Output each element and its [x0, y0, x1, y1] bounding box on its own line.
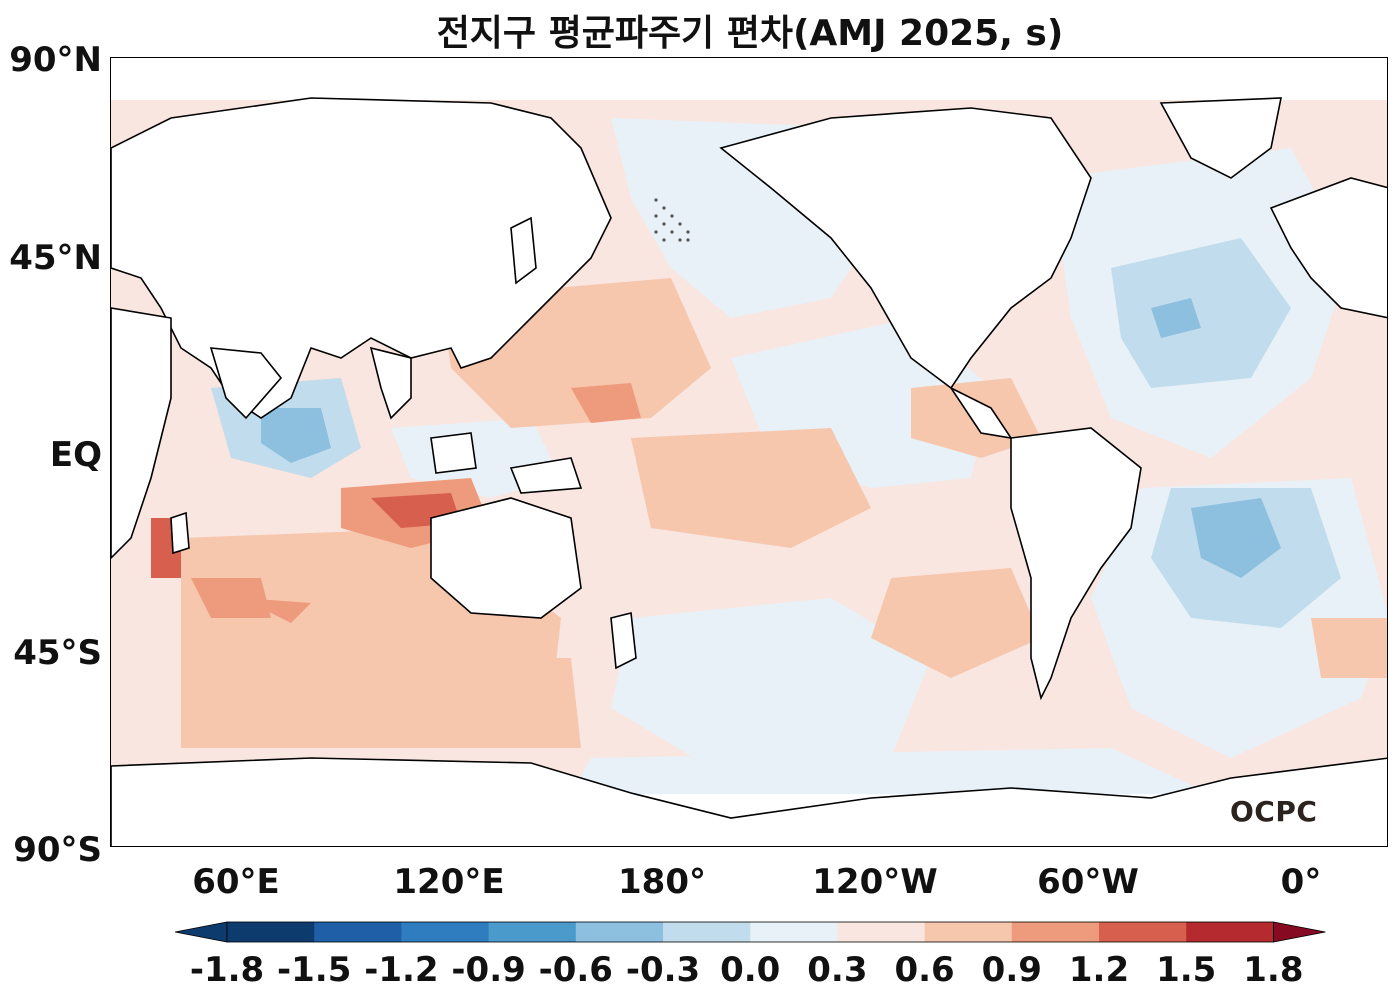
land-japan	[510, 216, 537, 285]
anomaly-atlantic-south-high	[1191, 498, 1281, 578]
wave-period-anomaly-map	[111, 58, 1387, 846]
ocpc-logo: OCPC	[1230, 795, 1318, 828]
colorbar-bin	[924, 922, 1013, 942]
land-eurasia	[111, 97, 612, 419]
lat-label-45s: 45°S	[13, 633, 102, 673]
anomaly-indian-south-high-2	[241, 598, 311, 623]
land-north-america	[719, 107, 1092, 390]
lat-label-eq: EQ	[49, 435, 102, 475]
land-antarctica	[111, 757, 1387, 846]
anomaly-southern-neg	[571, 748, 1211, 794]
lat-label-90s: 90°S	[13, 830, 102, 870]
colorbar-bin	[1011, 922, 1100, 942]
land-australia	[430, 497, 582, 619]
land-greenland	[1159, 97, 1282, 179]
colorbar-tick-label: 0.6	[894, 950, 955, 990]
lon-label-60e: 60°E	[192, 862, 280, 902]
colorbar-tick-label: 1.2	[1068, 950, 1130, 990]
arctic-no-data	[111, 58, 1387, 100]
lon-label-120w: 120°W	[812, 862, 938, 902]
colorbar-bin	[227, 922, 315, 942]
land-africa-east	[111, 307, 172, 560]
lon-label-120e: 120°E	[393, 862, 505, 902]
anomaly-east-atlantic-pos	[1311, 618, 1387, 678]
colorbar-tick-label: -0.9	[451, 950, 526, 990]
land-madagascar	[170, 511, 190, 555]
anomaly-pacific-south-neg	[611, 598, 931, 768]
map-title: 전지구 평균파주기 편차(AMJ 2025, s)	[436, 13, 1064, 54]
anomaly-central-pacific-pos	[631, 428, 871, 548]
colorbar-bin	[1186, 922, 1274, 942]
anomaly-southern-indian-pos	[181, 658, 581, 748]
colorbar-tick-label: 1.5	[1156, 950, 1217, 990]
lon-label-60w: 60°W	[1037, 862, 1139, 902]
anomaly-indian-north-high	[261, 408, 331, 463]
anomaly-south-pacific-pos	[871, 568, 1041, 678]
colorbar-tick-label: -1.2	[364, 950, 439, 990]
colorbar-tick-label: -0.3	[625, 950, 701, 990]
land-masses	[111, 97, 1387, 846]
colorbar-max-arrow	[1273, 921, 1326, 943]
colorbar-bin	[488, 922, 577, 942]
colorbar-tick-label: 0.9	[981, 950, 1042, 990]
land-southeast-asia	[369, 346, 412, 420]
lon-label-0: 0°	[1280, 862, 1322, 902]
colorbar-bin	[1099, 922, 1187, 942]
land-borneo	[430, 432, 477, 474]
colorbar-tick-label: 0.0	[720, 950, 781, 990]
land-new-guinea	[509, 457, 583, 494]
colorbar-bin	[750, 922, 838, 942]
colorbar-bin	[663, 922, 751, 942]
colorbar-tick-label: 0.3	[807, 950, 868, 990]
colorbar-outline	[226, 921, 1274, 943]
land-india	[209, 347, 283, 420]
land-south-america	[1010, 427, 1142, 701]
map-panel	[110, 57, 1388, 847]
colorbar-bin	[575, 922, 664, 942]
land-new-zealand	[610, 612, 637, 670]
anomaly-west-pacific-high	[571, 383, 641, 423]
colorbar-tick-label: -1.8	[189, 950, 265, 990]
anomaly-atlantic-north-high	[1151, 298, 1201, 338]
colorbar-bin	[314, 922, 402, 942]
colorbar-tick-label: 1.8	[1243, 950, 1304, 990]
lat-label-90n: 90°N	[9, 40, 102, 80]
colorbar-tick-label: -0.6	[538, 950, 613, 990]
colorbar	[174, 921, 1326, 943]
land-europe-west	[1269, 177, 1387, 319]
lat-label-45n: 45°N	[9, 238, 102, 278]
colorbar-bin	[837, 922, 926, 942]
significance-stipple	[654, 198, 690, 242]
anomaly-atlantic-north-mid	[1111, 238, 1291, 388]
colorbar-tick-label: -1.5	[277, 950, 352, 990]
anomaly-indian-south-high	[191, 578, 271, 618]
lon-label-180: 180°	[618, 862, 706, 902]
colorbar-bin	[401, 922, 490, 942]
negative-anomaly-regions	[211, 118, 1387, 794]
colorbar-min-arrow	[174, 921, 228, 943]
